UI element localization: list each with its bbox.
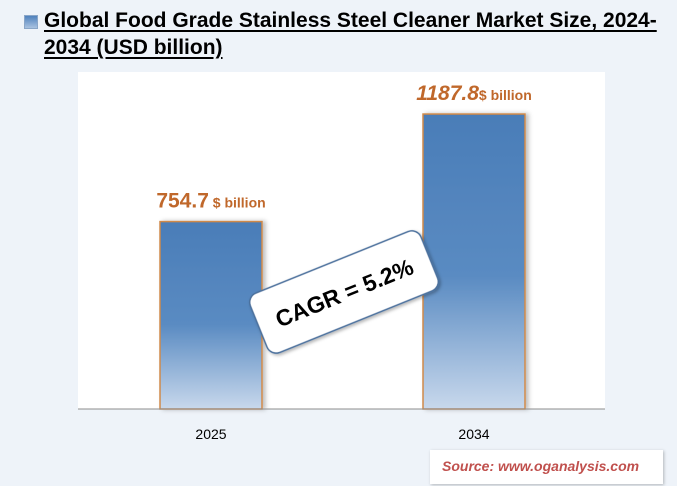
data-label-2034: 1187.8$ billion — [416, 82, 532, 105]
bar-legend-icon — [24, 15, 38, 29]
title-line-2: 2034 (USD billion) — [44, 36, 223, 59]
x-tick-2034: 2034 — [458, 426, 489, 442]
bar-2025 — [159, 220, 263, 410]
data-value-2034: 1187.8 — [416, 82, 479, 105]
x-tick-2025: 2025 — [195, 426, 226, 442]
bar-2034 — [422, 113, 526, 410]
source-box: Source: www.oganalysis.com — [430, 450, 663, 484]
cagr-annotation: CAGR = 5.2% — [248, 230, 440, 354]
data-unit-2025: $ billion — [209, 195, 266, 211]
source-text: Source: www.oganalysis.com — [442, 458, 640, 474]
title-line-1: Global Food Grade Stainless Steel Cleane… — [44, 9, 657, 32]
data-label-2025: 754.7 $ billion — [156, 190, 265, 213]
data-unit-2034: $ billion — [479, 87, 532, 103]
data-value-2025: 754.7 — [156, 190, 209, 213]
